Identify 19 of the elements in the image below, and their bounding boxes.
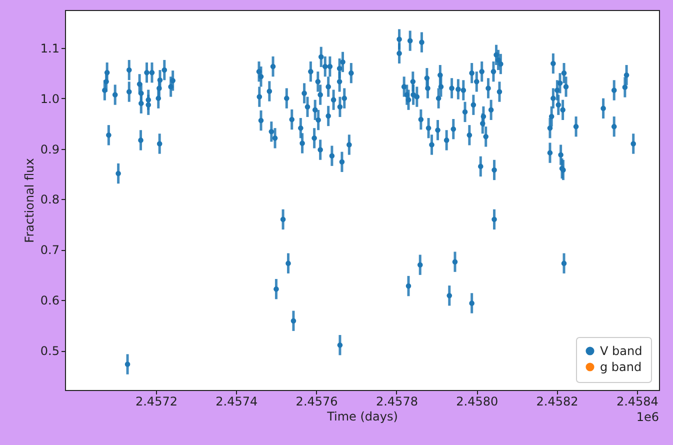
x-axis-title: Time (days) (326, 410, 398, 424)
y-tick-label: 0.6 (40, 294, 60, 308)
y-tick-label: 1.1 (40, 41, 60, 56)
y-tick-label: 0.7 (40, 243, 60, 258)
y-axis-title: Fractional flux (22, 158, 36, 243)
x-tick-label: 2.4580 (456, 394, 498, 408)
legend-label: g band (600, 360, 642, 374)
legend-label: V band (600, 344, 642, 358)
x-tick-label: 2.4576 (296, 394, 338, 408)
x-tick-label: 2.4582 (536, 394, 578, 408)
y-tick-label: 1.0 (40, 92, 60, 106)
x-tick-label: 2.4572 (135, 394, 178, 408)
y-tick-label: 0.5 (40, 344, 60, 358)
text: 1e6 (636, 410, 659, 424)
x-tick-label: 2.4584 (616, 394, 658, 408)
x-tick-label: 2.4578 (376, 394, 418, 408)
x-tick-label: 2.4574 (216, 394, 258, 408)
y-tick-label: 0.9 (40, 142, 60, 156)
y-tick-label: 0.8 (40, 192, 60, 207)
